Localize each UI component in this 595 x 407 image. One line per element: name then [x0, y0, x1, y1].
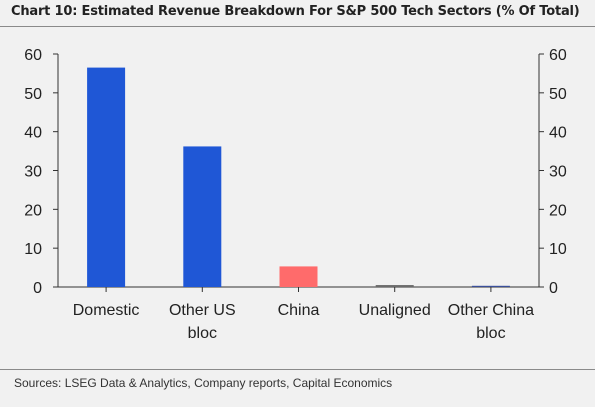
bar: [183, 146, 222, 287]
y-tick-label-left: 30: [24, 164, 42, 181]
x-tick-label: bloc: [188, 325, 217, 342]
y-tick-label-left: 60: [24, 47, 42, 64]
x-tick-label: bloc: [476, 325, 505, 342]
y-tick-label-right: 20: [549, 202, 567, 219]
x-tick-label: Domestic: [73, 302, 140, 319]
y-tick-label-left: 10: [24, 241, 42, 258]
bar: [375, 285, 414, 287]
y-tick-label-right: 40: [549, 125, 567, 142]
y-tick-label-left: 50: [24, 86, 42, 103]
chart-title: Chart 10: Estimated Revenue Breakdown Fo…: [11, 4, 580, 19]
y-tick-label-left: 40: [24, 125, 42, 142]
x-tick-label: China: [278, 302, 320, 319]
source-note: Sources: LSEG Data & Analytics, Company …: [14, 376, 393, 390]
x-tick-label: Unaligned: [359, 302, 431, 319]
bar: [471, 285, 510, 287]
x-tick-label: Other US: [169, 302, 236, 319]
y-tick-label-left: 0: [33, 280, 42, 297]
y-tick-label-right: 0: [549, 280, 558, 297]
y-tick-label-right: 60: [549, 47, 567, 64]
x-tick-label: Other China: [448, 302, 534, 319]
y-tick-label-left: 20: [24, 202, 42, 219]
bar: [87, 67, 126, 287]
y-tick-label-right: 30: [549, 164, 567, 181]
source-divider: [0, 369, 595, 370]
title-divider: [0, 26, 595, 27]
y-tick-label-right: 50: [549, 86, 567, 103]
y-tick-label-right: 10: [549, 241, 567, 258]
bar: [279, 266, 318, 287]
bar-chart: 0 0 10 10 20 20 30 30 40 40 50 50 60 60 Domestic Other …: [24, 47, 567, 342]
